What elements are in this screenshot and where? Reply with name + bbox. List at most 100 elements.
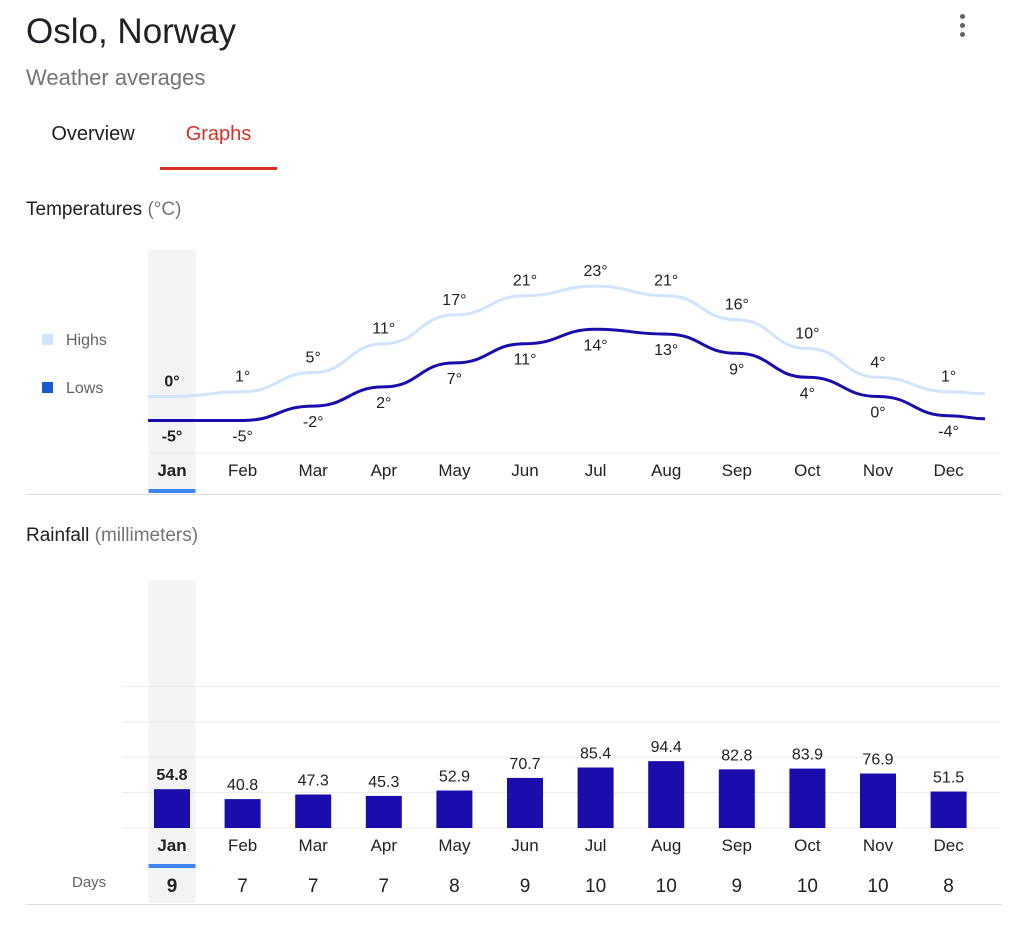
rainfall-month-tick[interactable]: Aug <box>651 836 681 855</box>
legend-highs: Highs <box>42 331 107 351</box>
rainfall-data-label: 83.9 <box>792 747 823 764</box>
rainfall-bar[interactable] <box>930 791 967 828</box>
highs-data-label: 11° <box>372 321 395 338</box>
rainfall-bar[interactable] <box>648 761 685 828</box>
temperature-month-tick[interactable]: Sep <box>722 461 752 480</box>
rainfall-bar[interactable] <box>718 769 755 828</box>
rain-days-value: 8 <box>943 876 954 897</box>
lows-data-label: 2° <box>376 395 391 412</box>
rainfall-data-label: 47.3 <box>298 772 329 789</box>
highs-data-label: 10° <box>795 326 819 343</box>
rainfall-bar[interactable] <box>436 790 473 828</box>
rain-days-value: 9 <box>167 876 178 897</box>
rainfall-bar[interactable] <box>154 789 190 828</box>
menu-dot <box>960 32 965 37</box>
temperature-month-tick[interactable]: Jan <box>157 461 186 480</box>
highs-data-label: 1° <box>941 369 956 386</box>
rainfall-heading: Rainfall (millimeters) <box>26 524 198 548</box>
temperature-month-tick[interactable]: May <box>438 461 471 480</box>
lows-data-label: 4° <box>800 385 815 402</box>
rainfall-bar[interactable] <box>860 773 896 828</box>
rainfall-month-tick[interactable]: Feb <box>228 836 257 855</box>
legend-lows: Lows <box>42 379 103 399</box>
highs-data-label: 16° <box>725 297 749 314</box>
rainfall-month-tick[interactable]: Jan <box>157 836 186 855</box>
rain-days-value: 9 <box>520 876 531 897</box>
highs-data-label: 4° <box>870 354 885 371</box>
rainfall-bar[interactable] <box>789 768 826 828</box>
more-vert-icon[interactable] <box>944 8 980 44</box>
temperatures-heading: Temperatures (°C) <box>26 198 181 222</box>
lows-data-label: -5° <box>162 429 183 446</box>
temperature-month-tick[interactable]: Mar <box>299 461 329 480</box>
legend-swatch-highs <box>42 334 53 345</box>
rainfall-bar[interactable] <box>295 794 332 828</box>
rain-days-value: 7 <box>237 876 248 897</box>
rainfall-month-tick[interactable]: Jun <box>511 836 538 855</box>
selected-month-band-temperatures <box>148 250 196 493</box>
temperature-month-tick[interactable]: Aug <box>651 461 681 480</box>
section-divider <box>26 494 1002 495</box>
legend-lows-label: Lows <box>66 380 104 397</box>
highs-data-label: 17° <box>442 292 466 309</box>
highs-data-label: 0° <box>164 374 179 391</box>
selected-month-band-rainfall <box>148 580 196 903</box>
temperature-month-tick[interactable]: Jul <box>585 461 607 480</box>
temperature-month-tick[interactable]: Jun <box>511 461 538 480</box>
lows-data-label: 14° <box>583 337 607 354</box>
rainfall-bar[interactable] <box>507 777 543 828</box>
tab-graphs[interactable]: Graphs <box>185 123 252 145</box>
rainfall-month-tick[interactable]: Oct <box>794 836 821 855</box>
rainfall-data-label: 45.3 <box>368 774 399 791</box>
temperature-month-tick[interactable]: Oct <box>794 461 821 480</box>
lows-data-label: 13° <box>654 342 678 359</box>
selected-month-indicator-temperatures <box>148 489 196 493</box>
rainfall-data-label: 52.9 <box>439 769 470 786</box>
lows-data-label: 7° <box>447 371 462 388</box>
page-subtitle: Weather averages <box>26 65 206 90</box>
lows-data-label: -5° <box>232 429 253 446</box>
lows-series-line <box>147 327 986 423</box>
highs-data-label: 5° <box>306 350 321 367</box>
rainfall-data-label: 82.8 <box>721 747 752 764</box>
legend-swatch-lows <box>42 382 53 393</box>
highs-data-label: 21° <box>654 273 678 290</box>
rainfall-unit: (millimeters) <box>94 525 199 546</box>
rainfall-data-label: 51.5 <box>933 770 964 787</box>
selected-tab-indicator <box>160 167 277 170</box>
legend-highs-label: Highs <box>66 332 107 349</box>
rainfall-data-label: 94.4 <box>651 739 682 756</box>
rainfall-bar[interactable] <box>365 795 402 828</box>
menu-dot <box>960 23 965 28</box>
highs-data-label: 21° <box>513 273 537 290</box>
temperatures-unit: (°C) <box>147 199 182 220</box>
selected-month-indicator-rainfall <box>148 864 196 868</box>
rainfall-data-label: 76.9 <box>862 752 893 769</box>
temperature-month-tick[interactable]: Apr <box>371 461 398 480</box>
rainfall-bar[interactable] <box>577 767 614 828</box>
rainfall-bar[interactable] <box>224 799 261 828</box>
menu-dot <box>960 14 965 19</box>
temperature-month-tick[interactable]: Nov <box>863 461 894 480</box>
rainfall-month-tick[interactable]: Mar <box>299 836 329 855</box>
rainfall-month-tick[interactable]: Nov <box>863 836 894 855</box>
lows-data-label: -2° <box>303 414 324 431</box>
temperature-month-tick[interactable]: Dec <box>933 461 964 480</box>
temperature-month-tick[interactable]: Feb <box>228 461 257 480</box>
tab-overview[interactable]: Overview <box>51 123 135 145</box>
rain-days-value: 10 <box>867 876 888 897</box>
rainfall-month-tick[interactable]: May <box>438 836 471 855</box>
rainfall-month-tick[interactable]: Dec <box>933 836 964 855</box>
rainfall-title: Rainfall <box>26 525 90 546</box>
rainfall-month-tick[interactable]: Apr <box>371 836 398 855</box>
temperatures-title: Temperatures <box>26 199 143 220</box>
lows-data-label: -4° <box>938 424 959 441</box>
rain-days-value: 10 <box>585 876 606 897</box>
rainfall-month-tick[interactable]: Sep <box>722 836 752 855</box>
lows-data-label: 11° <box>513 352 536 369</box>
highs-data-label: 1° <box>235 369 250 386</box>
highs-series-line <box>148 284 986 398</box>
page-title: Oslo, Norway <box>26 12 237 51</box>
rainfall-month-tick[interactable]: Jul <box>585 836 607 855</box>
days-label: Days <box>72 874 107 891</box>
